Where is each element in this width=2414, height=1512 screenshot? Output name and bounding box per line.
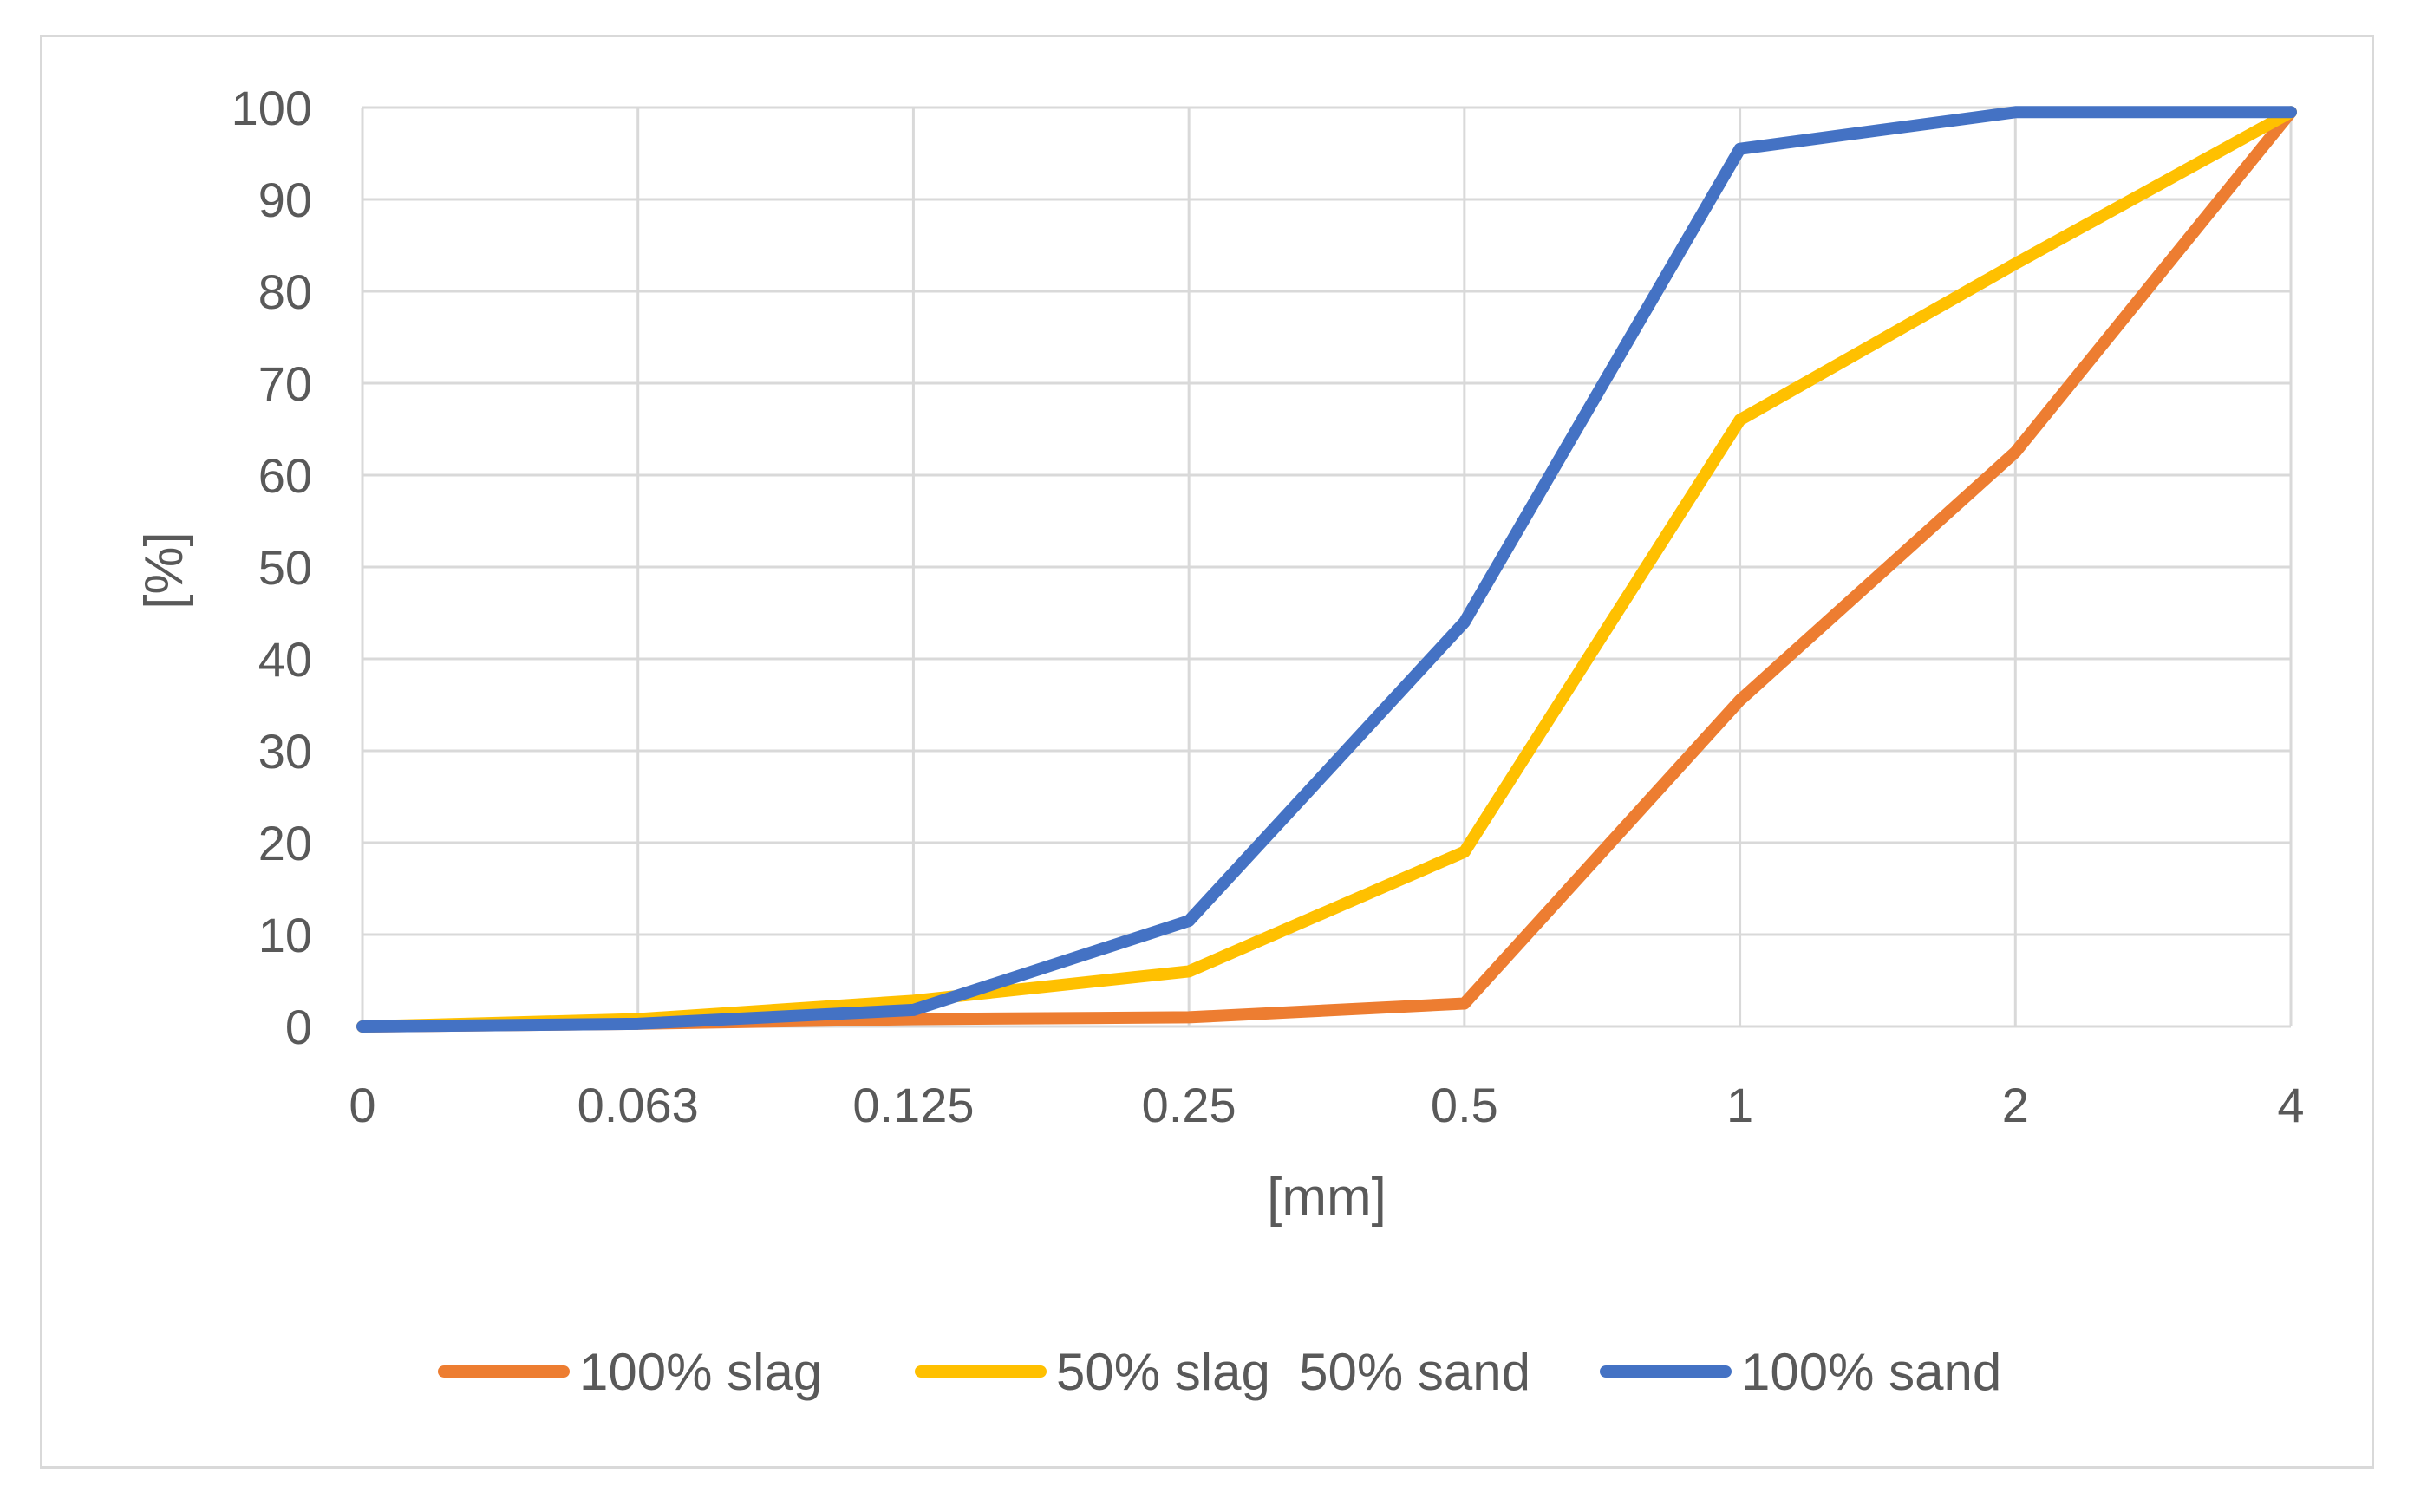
legend: 100% slag 50% slag 50% sand 100% sand bbox=[438, 1343, 2001, 1401]
x-tick-label: 0.125 bbox=[852, 1078, 974, 1132]
y-tick-labels: 0 10 20 30 40 50 60 70 80 90 100 bbox=[232, 81, 312, 1054]
y-tick-label: 50 bbox=[258, 540, 312, 595]
x-tick-label: 4 bbox=[2277, 1078, 2304, 1132]
legend-label-100-sand: 100% sand bbox=[1741, 1343, 2001, 1401]
x-tick-label: 0.063 bbox=[577, 1078, 699, 1132]
y-tick-label: 80 bbox=[258, 264, 312, 319]
y-tick-label: 30 bbox=[258, 724, 312, 779]
series-line-2 bbox=[356, 106, 2297, 1033]
legend-label-100-slag: 100% slag bbox=[579, 1343, 822, 1401]
x-tick-label: 0.25 bbox=[1142, 1078, 1236, 1132]
series-line-0 bbox=[356, 106, 2297, 1033]
series-lines bbox=[356, 106, 2297, 1033]
x-axis-label: [mm] bbox=[1267, 1168, 1386, 1228]
x-tick-labels: 0 0.063 0.125 0.25 0.5 1 2 4 bbox=[349, 1078, 2304, 1132]
y-tick-label: 40 bbox=[258, 632, 312, 687]
legend-label-50-slag-50-sand: 50% slag 50% sand bbox=[1056, 1343, 1530, 1401]
gridlines bbox=[361, 106, 2293, 1028]
x-tick-label: 2 bbox=[2002, 1078, 2029, 1132]
y-tick-label: 0 bbox=[285, 1000, 312, 1054]
y-tick-label: 60 bbox=[258, 448, 312, 503]
y-tick-label: 100 bbox=[232, 81, 312, 135]
x-tick-label: 1 bbox=[1726, 1078, 1753, 1132]
x-tick-label: 0.5 bbox=[1431, 1078, 1498, 1132]
series-line-1 bbox=[356, 106, 2297, 1033]
y-tick-label: 70 bbox=[258, 356, 312, 411]
y-axis-label: [%] bbox=[134, 531, 194, 609]
y-tick-label: 20 bbox=[258, 816, 312, 870]
y-tick-label: 90 bbox=[258, 173, 312, 227]
x-tick-label: 0 bbox=[349, 1078, 375, 1132]
y-tick-label: 10 bbox=[258, 908, 312, 962]
